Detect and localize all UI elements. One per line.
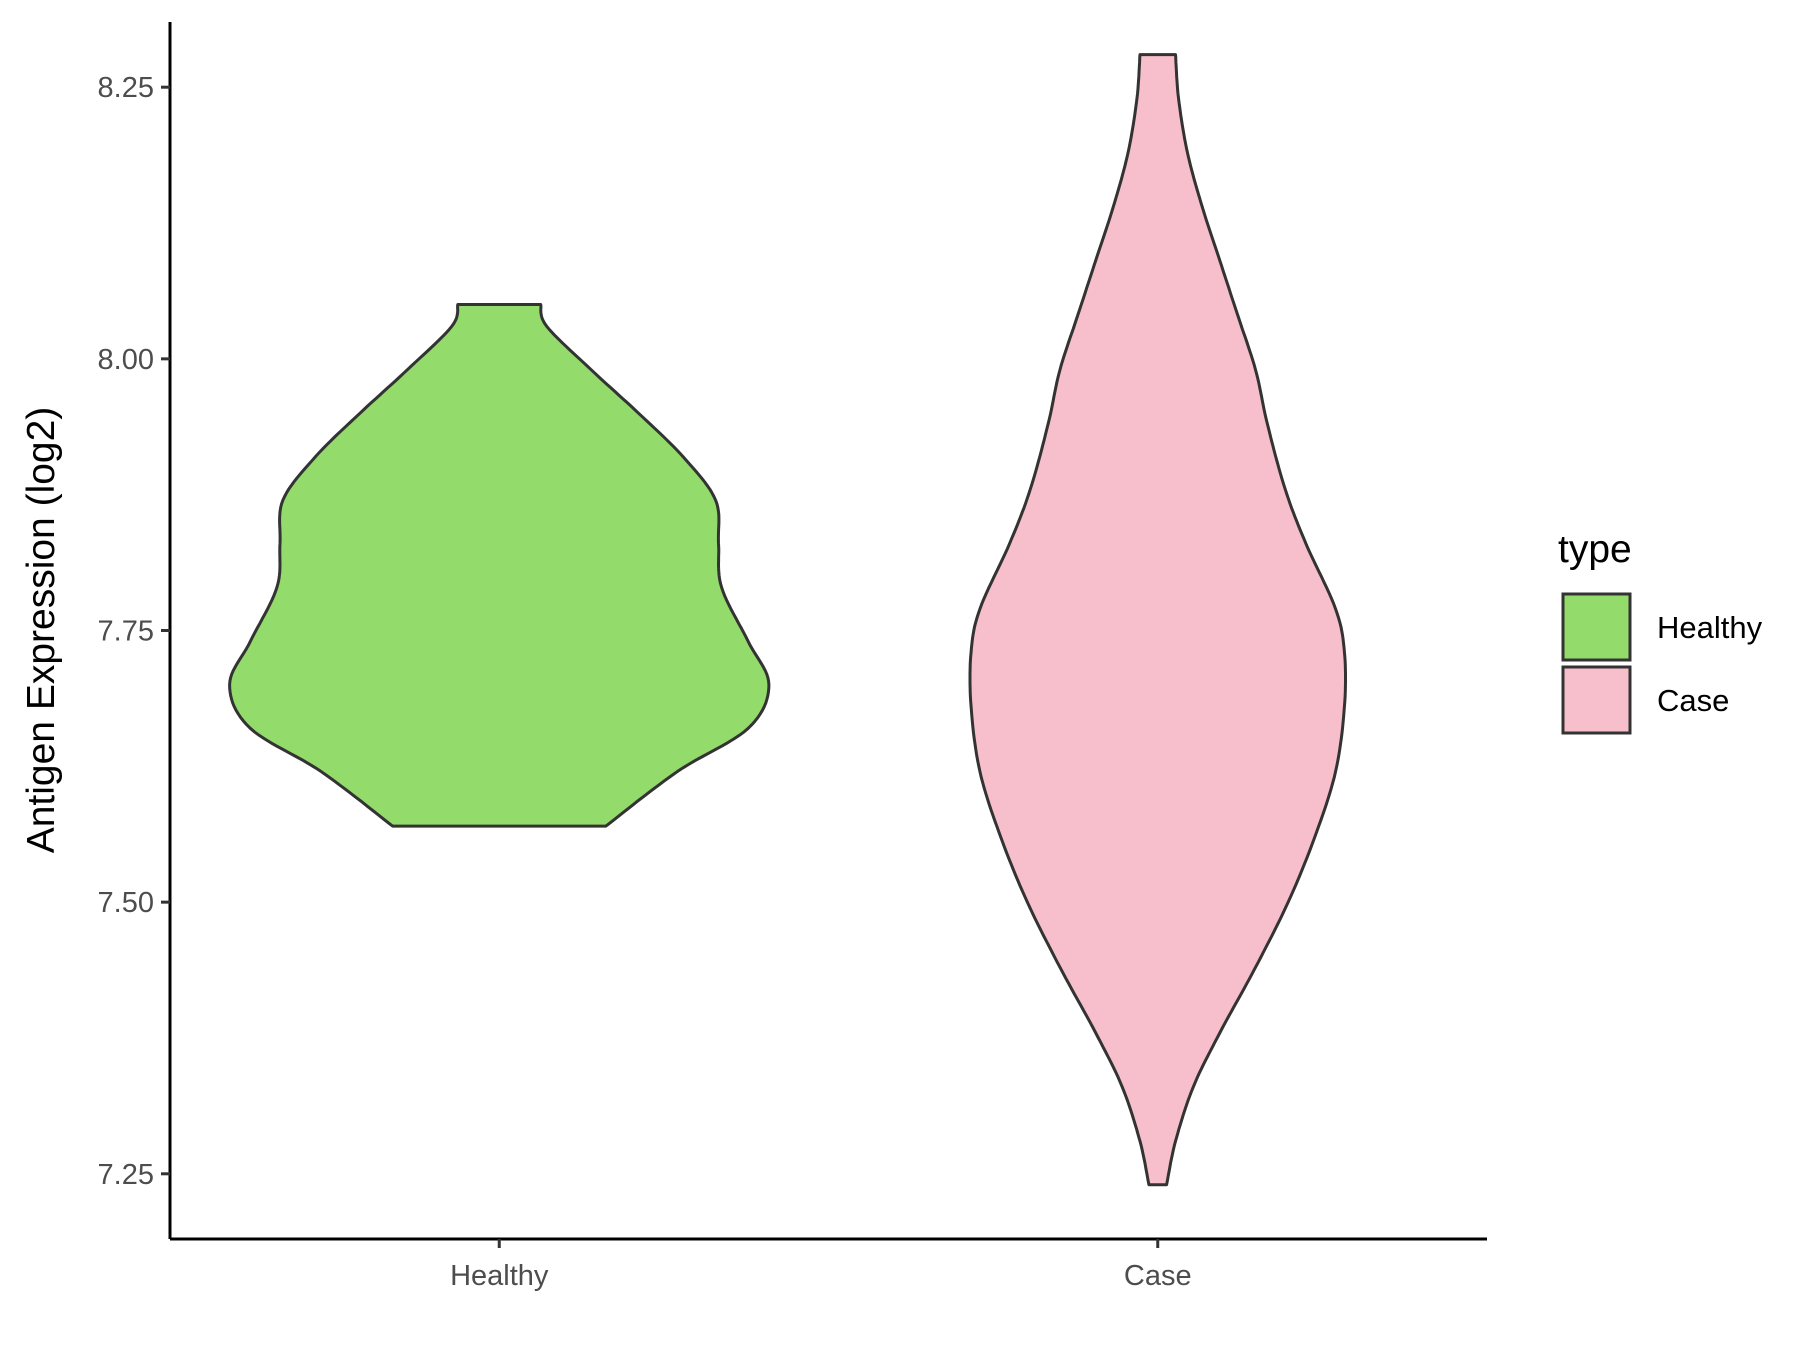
legend-key-healthy — [1561, 592, 1632, 662]
violins-layer — [228, 53, 1347, 1187]
y-tick-label: 7.50 — [98, 887, 154, 919]
y-axis-ticks: 7.25 7.50 7.75 8.00 8.25 — [98, 72, 170, 1191]
y-tick-label: 8.25 — [98, 72, 154, 104]
y-tick-label: 7.25 — [98, 1159, 154, 1191]
plot-panel: 7.25 7.50 7.75 8.00 8.25 Healthy Case — [98, 22, 1487, 1292]
legend: type Healthy Case — [1558, 528, 1763, 735]
violin-healthy — [228, 303, 771, 828]
legend-key-case — [1561, 665, 1632, 735]
x-tick-label: Case — [1124, 1260, 1192, 1292]
violin-case — [968, 53, 1347, 1187]
legend-items: Healthy Case — [1561, 592, 1763, 735]
legend-label-case: Case — [1657, 683, 1729, 718]
y-tick-label: 7.75 — [98, 616, 154, 648]
legend-label-healthy: Healthy — [1657, 610, 1763, 645]
y-axis-title: Antigen Expression (log2) — [20, 407, 63, 854]
y-tick-label: 8.00 — [98, 344, 154, 376]
x-axis-ticks: Healthy Case — [450, 1239, 1192, 1292]
legend-title: type — [1558, 528, 1632, 571]
x-tick-label: Healthy — [450, 1260, 549, 1292]
